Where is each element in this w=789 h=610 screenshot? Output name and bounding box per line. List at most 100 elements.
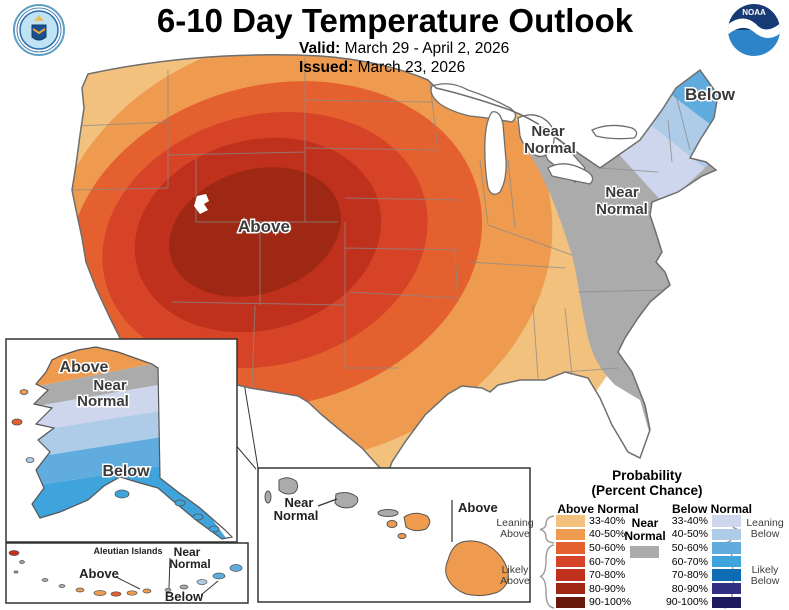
- niihau: [264, 490, 272, 504]
- label-east-near: Near: [605, 184, 639, 201]
- lake-michigan: [484, 111, 507, 195]
- aleutian-isle-o3: [110, 591, 122, 597]
- aleutian-isle-g1: [19, 560, 25, 564]
- swatch-above-70-80: [556, 569, 585, 581]
- valid-line: Valid: March 29 - April 2, 2026: [299, 39, 509, 58]
- legend-leaning-above: Leaning Above: [496, 517, 534, 540]
- st-lawrence-island: [11, 418, 23, 426]
- hawaii-leader-lines: [317, 498, 453, 542]
- seal-chevron: [32, 28, 46, 35]
- legend-above-row: 90-100%: [556, 596, 631, 608]
- legend-near-normal-label: Near Normal: [624, 516, 666, 543]
- great-salt-lake: [194, 194, 209, 214]
- legend-above-row: 60-70%: [556, 556, 631, 568]
- aleutian-isle-g6: [179, 584, 189, 590]
- aleutian-isle-o5: [142, 588, 152, 594]
- valid-label: Valid:: [299, 40, 341, 57]
- swatch-below-33-40: [712, 515, 741, 527]
- legend-title-line1: Probability: [612, 468, 682, 483]
- label-ak-normal: Normal: [77, 393, 129, 410]
- brace-likely-above: [539, 544, 555, 609]
- legend-above-header: Above Normal: [557, 502, 639, 516]
- swatch-below-80-90: [712, 582, 741, 595]
- kahoolawe: [397, 533, 407, 539]
- aleutian-isle-b1: [196, 579, 208, 585]
- label-hi-above: Above: [458, 500, 498, 515]
- noaa-logo-text: NOAA: [742, 8, 766, 17]
- swatch-below-70-80: [712, 569, 741, 581]
- conus-labels: Above Near Normal Near Normal Below: [237, 84, 738, 238]
- ak-band-above: [32, 347, 170, 388]
- noaa-logo: NOAA: [728, 4, 780, 56]
- label-hi-normal: Normal: [274, 508, 319, 523]
- legend-title: Probability (Percent Chance): [572, 468, 722, 498]
- swatch-above-80-90: [556, 582, 585, 595]
- label-hi-near: Near: [285, 495, 314, 510]
- label-al-normal: Normal: [169, 557, 210, 571]
- swatch-below-40-50: [712, 528, 741, 541]
- legend-below-row: 60-70%: [664, 556, 741, 568]
- alaska-labels: Above Near Normal Below: [58, 358, 152, 482]
- legend-above-row: 33-40%: [556, 515, 631, 527]
- swatch-above-40-50: [556, 528, 585, 541]
- label-ak-above: Above: [60, 359, 109, 376]
- kauai: [278, 477, 299, 495]
- label-east-normal: Normal: [596, 201, 648, 218]
- label-maine-below: Below: [685, 85, 736, 104]
- issued-value: March 23, 2026: [357, 59, 466, 76]
- hawaii-islands: [264, 477, 509, 597]
- swatch-above-60-70: [556, 555, 585, 568]
- aleutian-isle-g2: [13, 570, 19, 574]
- label-al-below: Below: [165, 589, 204, 604]
- label-conus-above: Above: [238, 217, 290, 236]
- ak-island-west: [19, 389, 29, 395]
- valid-issued-block: Valid: March 29 - April 2, 2026 Issued: …: [299, 39, 509, 77]
- label-al-near: Near: [174, 545, 201, 559]
- page-title: 6-10 Day Temperature Outlook: [156, 2, 634, 39]
- label-al-above: Above: [79, 566, 119, 581]
- aleutian-isle-b3: [229, 564, 243, 572]
- lake-erie: [547, 163, 594, 185]
- panhandle-island-1: [174, 499, 186, 507]
- label-aleutian-islands: Aleutian Islands: [93, 546, 162, 556]
- legend-below-row: 70-80%: [664, 569, 741, 581]
- lake-huron: [517, 114, 555, 158]
- brace-leaning-above: [539, 515, 555, 544]
- issued-line: Issued: March 23, 2026: [299, 58, 509, 77]
- conus-outline: [71, 54, 719, 480]
- legend-below-header: Below Normal: [671, 502, 752, 516]
- legend-title-line2: (Percent Chance): [591, 483, 703, 498]
- legend-below-row: 50-60%: [664, 542, 741, 554]
- legend-likely-above: Likely Above: [500, 564, 530, 587]
- aleutian-isle-g3: [41, 578, 49, 582]
- band-above-80-90: [169, 167, 341, 297]
- issued-label: Issued:: [299, 59, 354, 76]
- ak-band-below-33: [32, 384, 166, 432]
- great-lakes: [430, 83, 638, 195]
- panhandle-island-3: [208, 525, 220, 533]
- swatch-below-90-100: [712, 596, 741, 609]
- aleutian-isle-o2: [93, 590, 107, 596]
- hawaii-labels: Near Normal Above: [274, 495, 498, 523]
- aleutian-isle-g4: [58, 584, 66, 588]
- legend-likely-below: Likely Below: [750, 564, 780, 587]
- noaa-seagull: [728, 18, 780, 38]
- state-boundaries: [72, 58, 691, 389]
- ak-band-near: [32, 362, 164, 408]
- aleutian-labels: Aleutian Islands Near Normal Above Below: [79, 545, 211, 604]
- legend-below-row: 90-100%: [664, 596, 741, 609]
- label-ak-near: Near: [93, 377, 127, 394]
- legend-above-row: 40-50%: [556, 528, 631, 541]
- maui: [403, 512, 431, 532]
- label-lakes-near: Near: [531, 123, 565, 140]
- seal-text-ring: [16, 7, 62, 53]
- alaska-offshore-islands: [11, 389, 220, 533]
- legend-above-row: 50-60%: [556, 542, 631, 554]
- oahu: [334, 492, 359, 509]
- kodiak-island: [114, 489, 130, 499]
- big-island: [445, 540, 509, 597]
- lanai: [386, 520, 398, 528]
- legend-leaning-below: Leaning Below: [746, 517, 784, 540]
- lake-ontario: [591, 124, 638, 140]
- label-ak-below: Below: [102, 463, 150, 480]
